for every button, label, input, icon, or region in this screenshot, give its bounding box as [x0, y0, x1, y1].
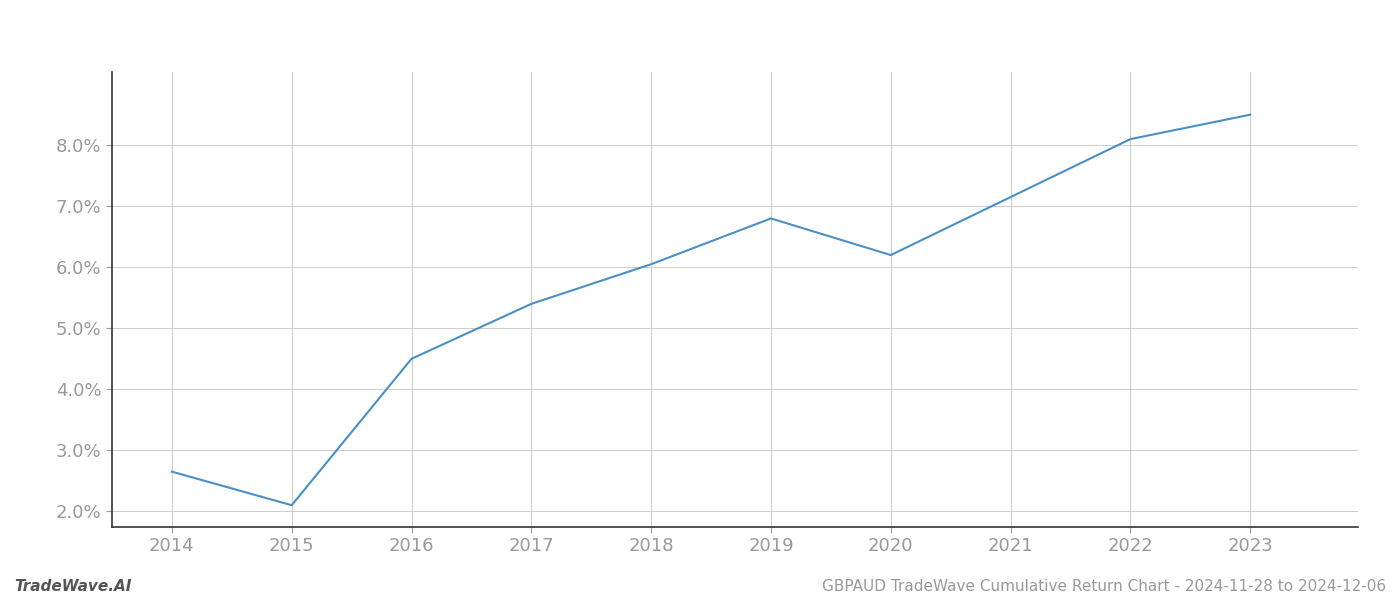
Text: TradeWave.AI: TradeWave.AI [14, 579, 132, 594]
Text: GBPAUD TradeWave Cumulative Return Chart - 2024-11-28 to 2024-12-06: GBPAUD TradeWave Cumulative Return Chart… [822, 579, 1386, 594]
